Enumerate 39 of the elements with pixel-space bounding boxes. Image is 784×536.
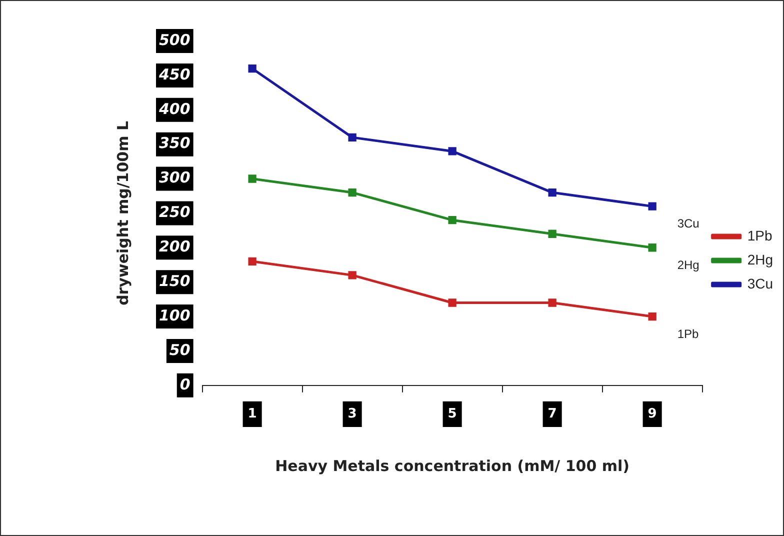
legend-label: 2Hg [747,251,774,268]
legend-label: 3Cu [747,275,774,292]
point [548,188,556,197]
point [548,230,556,238]
y-tick-label: 500 [159,30,190,49]
point [448,216,456,224]
y-tick-label: 450 [158,65,190,84]
text: 1Pb [677,326,699,341]
point [648,312,656,321]
x-tick-label: 1 [248,406,257,422]
point [348,133,356,142]
x-tick-label: 3 [348,406,357,422]
point [648,244,656,252]
x-tick-label: 5 [448,406,457,422]
point [548,298,556,307]
y-axis-title: dryweight mg/100m L [114,120,132,306]
point [448,298,456,307]
x-tick-label: 9 [648,406,657,422]
y-tick-label: 0 [180,375,190,394]
legend-label: 1Pb [747,227,772,244]
x-axis-title: Heavy Metals concentration (mM/ 100 ml) [275,456,630,475]
y-tick-label: 250 [159,203,190,222]
point [248,257,256,266]
point [248,174,256,183]
y-tick-label: 350 [159,134,190,152]
y-tick-label: 50 [169,340,190,359]
point [248,64,256,73]
point [348,271,356,280]
x-tick-label: 7 [548,406,557,422]
point [348,188,356,197]
point [448,147,456,156]
y-tick-label: 200 [159,238,190,256]
text: 2Hg [677,258,700,272]
y-tick-label: 150 [159,272,190,290]
y-tick-label: 100 [159,306,190,324]
y-tick-label: 400 [158,100,190,118]
text: 3Cu [677,216,700,231]
y-tick-label: 300 [159,168,190,187]
point [648,202,656,210]
